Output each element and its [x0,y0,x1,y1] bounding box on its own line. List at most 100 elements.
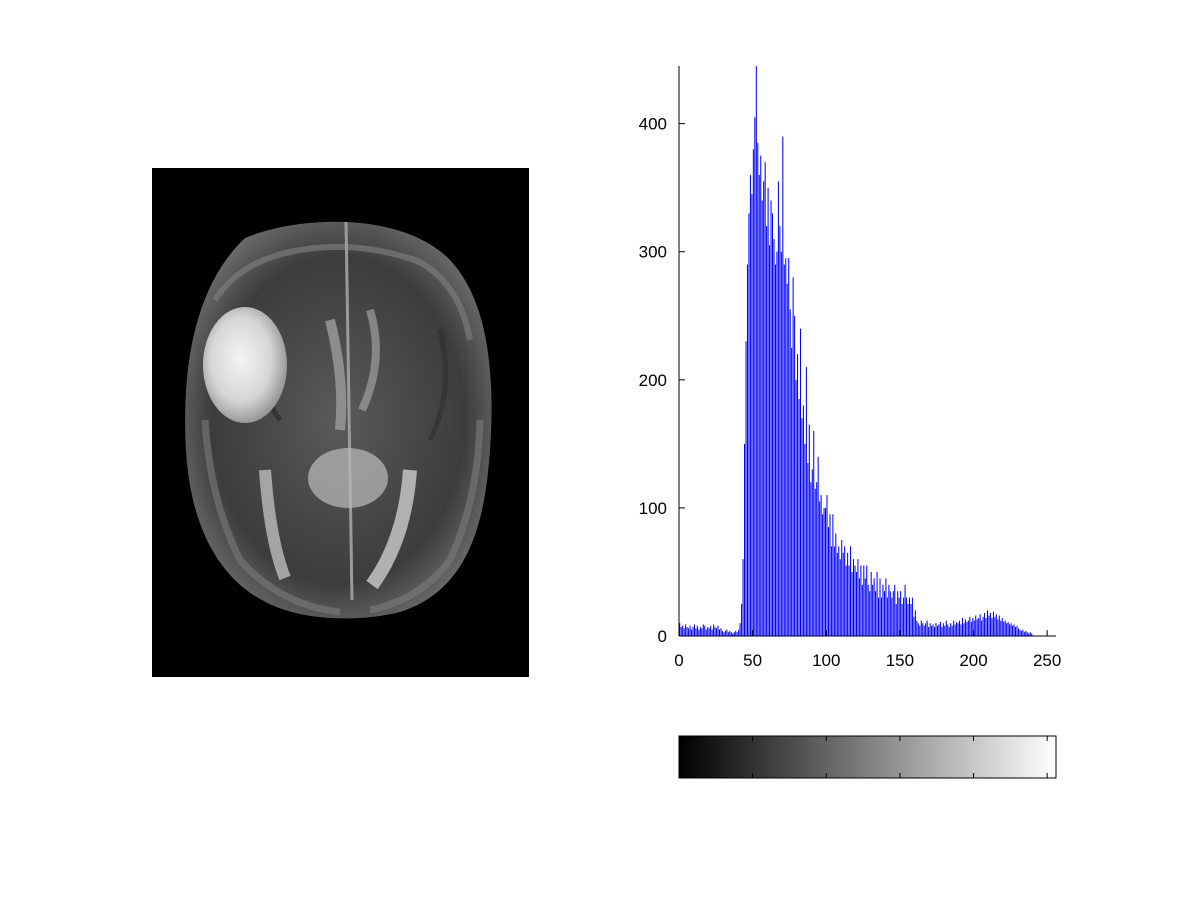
histogram-bar [898,597,900,636]
histogram-bar [954,624,956,636]
histogram-bar [895,603,897,636]
histogram-bar [852,559,855,636]
histogram-bar [907,603,909,636]
histogram-bar [702,624,704,636]
histogram-bar [932,624,934,636]
histogram-bar [764,162,766,636]
histogram-bar [730,632,732,636]
histogram-chart: 0 100 200 300 400 0 50 100 150 200 250 [639,66,1061,670]
histogram-bar [873,578,875,636]
histogram-bar [686,627,688,636]
histogram-bar [988,615,990,636]
histogram-bar [1010,623,1012,636]
histogram-bar [814,488,816,636]
histogram-bar [1017,628,1019,636]
histogram-bar [931,625,933,636]
histogram-bar [906,597,908,636]
histogram-bar [978,618,980,636]
histogram-bar [848,565,850,636]
histogram-bar [1007,621,1009,636]
histogram-bar [827,527,829,636]
x-tick-label: 150 [886,651,914,670]
histogram-bar [882,584,884,636]
histogram-bar [845,565,847,636]
histogram-bars [679,66,1033,637]
histogram-bar [922,623,924,636]
histogram-bar [908,597,910,636]
histogram-bar [816,482,818,636]
histogram-bar [888,584,890,636]
histogram-bar [936,625,938,636]
histogram-bar [799,328,802,636]
histogram-bar [701,628,703,636]
y-tick-label: 200 [639,371,667,390]
histogram-bar [727,632,729,636]
histogram-bar [773,238,775,637]
histogram-bar [792,277,794,636]
histogram-bar [1020,630,1022,636]
histogram-bar [1009,624,1011,636]
histogram-bar [813,431,815,636]
histogram-bar [766,226,768,637]
histogram-bar [736,632,738,636]
histogram-bar [885,578,887,636]
histogram-bar [842,552,844,636]
histogram-bar [774,264,776,636]
histogram-bar [998,615,1000,636]
histogram-bar [985,618,987,636]
histogram-bar [923,625,925,636]
histogram-bar [872,584,874,636]
histogram-bar [894,584,896,636]
bright-lesion [203,307,287,423]
histogram-bar [770,200,772,637]
x-tick-label: 100 [812,651,840,670]
histogram-bar [760,155,762,636]
histogram-bar [1019,629,1021,636]
histogram-bar [780,251,782,637]
x-tick-label: 50 [743,651,762,670]
histogram-bar [744,443,746,636]
histogram-bar [761,200,763,637]
histogram-bar [835,533,837,636]
histogram-bar [772,213,774,637]
histogram-bar [782,136,784,636]
histogram-bar [973,620,975,636]
histogram-bar [825,507,827,636]
histogram-bar [683,628,685,636]
histogram-bar [994,616,996,636]
histogram-bar [776,251,778,637]
histogram-bar [786,283,788,636]
histogram-bar [950,623,952,636]
histogram-bar [951,625,953,636]
y-tick-label: 0 [658,627,667,646]
histogram-bar [916,620,918,636]
histogram-bar [900,591,902,636]
histogram-bar [903,597,905,636]
histogram-bar [851,571,853,636]
histogram-bar [866,565,868,636]
histogram-bar [691,629,693,636]
histogram-bar [938,624,940,636]
histogram-bar [984,612,986,636]
histogram-bar [741,603,743,636]
histogram-bar [819,501,821,636]
histogram-bar [716,628,718,636]
histogram-bar [791,347,793,636]
histogram-bar [692,627,694,636]
histogram-bar [679,623,681,636]
histogram-bar [963,623,965,636]
histogram-bar [981,620,983,636]
histogram-bar [810,482,812,636]
histogram-bar [857,559,859,636]
histogram-bar [695,628,697,636]
histogram-bar [1023,632,1025,636]
histogram-bar [748,213,750,637]
histogram-bar [967,620,969,636]
histogram-bar [847,552,849,636]
x-tick-label: 0 [674,651,683,670]
x-tick-label: 250 [1033,651,1061,670]
histogram-bar [720,628,722,636]
histogram-bar [817,456,819,636]
histogram-bar [891,597,893,636]
